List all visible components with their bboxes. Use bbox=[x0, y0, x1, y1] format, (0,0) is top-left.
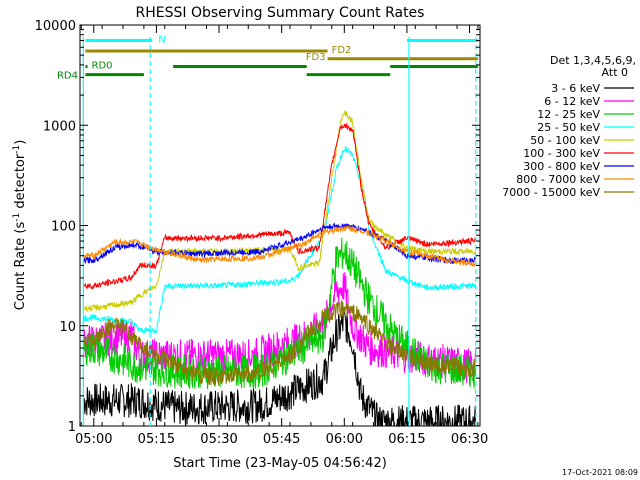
legend-label: 50 - 100 keV bbox=[530, 134, 600, 147]
legend-label: 300 - 800 keV bbox=[523, 160, 600, 173]
series-line bbox=[83, 237, 477, 390]
y-tick-label: 10000 bbox=[35, 19, 76, 34]
x-tick-label: 05:15 bbox=[138, 432, 175, 447]
ylabel-sup-2: -1 bbox=[12, 145, 22, 154]
series-800-7000-kev bbox=[83, 225, 476, 267]
x-tick-label: 06:30 bbox=[451, 432, 488, 447]
series-100-300-kev bbox=[83, 121, 477, 290]
legend-item: 7000 - 15000 keV bbox=[502, 186, 634, 199]
series-3-6-kev bbox=[83, 309, 477, 428]
ylabel-part-2: detector bbox=[13, 153, 28, 213]
chart-title: RHESSI Observing Summary Count Rates bbox=[136, 5, 425, 21]
attenuator-label-rd4: RD4 bbox=[57, 71, 78, 82]
legend-label: 7000 - 15000 keV bbox=[502, 186, 600, 199]
y-axis-label: Count Rate (s-1 detector-1) bbox=[12, 140, 28, 311]
y-axis: 1 10 100 1000 10000 bbox=[35, 19, 480, 435]
series-6-12-kev bbox=[83, 272, 477, 383]
x-tick-label: 06:15 bbox=[388, 432, 425, 447]
legend-label: 6 - 12 keV bbox=[544, 95, 600, 108]
series-line bbox=[83, 309, 477, 428]
ylabel-part-3: ) bbox=[13, 140, 28, 145]
attenuator-bars: N FD2 FD3 RD0 RD4 bbox=[57, 35, 478, 82]
x-tick-label: 05:45 bbox=[263, 432, 300, 447]
legend-item: 12 - 25 keV bbox=[537, 108, 634, 121]
legend-label: 100 - 300 keV bbox=[523, 147, 600, 160]
legend-item: 300 - 800 keV bbox=[523, 160, 634, 173]
series-25-50-kev bbox=[83, 146, 477, 334]
legend-label: 3 - 6 keV bbox=[551, 82, 600, 95]
x-tick-label: 05:30 bbox=[200, 432, 237, 447]
attenuator-label-fd2: FD2 bbox=[332, 45, 352, 56]
x-tick-label: 05:00 bbox=[75, 432, 112, 447]
ylabel-sup-1: -1 bbox=[12, 213, 22, 222]
y-tick-label: 10 bbox=[59, 320, 76, 335]
series-line bbox=[83, 272, 477, 383]
legend-item: 800 - 7000 keV bbox=[516, 173, 634, 186]
legend-header-line2: Att 0 bbox=[602, 66, 628, 79]
attenuator-label-rd0: RD0 bbox=[92, 61, 113, 72]
legend-label: 12 - 25 keV bbox=[537, 108, 600, 121]
series-layer bbox=[83, 109, 477, 428]
legend-label: 800 - 7000 keV bbox=[516, 173, 600, 186]
legend-item: 25 - 50 keV bbox=[537, 121, 634, 134]
series-line bbox=[83, 146, 477, 334]
series-line bbox=[83, 300, 477, 387]
legend-header-line1: Det 1,3,4,5,6,9, bbox=[550, 54, 636, 67]
attenuator-label-fd3: FD3 bbox=[306, 52, 326, 63]
series-line bbox=[83, 225, 476, 267]
x-tick-label: 06:00 bbox=[326, 432, 363, 447]
x-axis: 05:00 05:15 05:30 05:45 06:00 06:15 06:30 bbox=[75, 25, 488, 447]
ylabel-part-1: Count Rate (s bbox=[13, 222, 28, 311]
series-line bbox=[83, 109, 477, 313]
legend-item: 50 - 100 keV bbox=[530, 134, 634, 147]
legend-item: 6 - 12 keV bbox=[544, 95, 634, 108]
series-50-100-kev bbox=[83, 109, 477, 313]
legend-item: 3 - 6 keV bbox=[551, 82, 634, 95]
y-tick-label: 1000 bbox=[43, 119, 76, 134]
footer-timestamp: 17-Oct-2021 08:09 bbox=[562, 468, 638, 477]
series-12-25-kev bbox=[83, 237, 477, 390]
x-axis-label: Start Time (23-May-05 04:56:42) bbox=[173, 456, 387, 471]
legend-item: 100 - 300 keV bbox=[523, 147, 634, 160]
series-7000-15000-kev bbox=[83, 300, 477, 387]
y-tick-label: 100 bbox=[51, 220, 76, 235]
legend-label: 25 - 50 keV bbox=[537, 121, 600, 134]
y-tick-label: 1 bbox=[68, 420, 76, 435]
attenuator-label-n: N bbox=[158, 35, 165, 46]
series-line bbox=[83, 121, 477, 290]
plot-area: N FD2 FD3 RD0 RD4 bbox=[57, 24, 481, 428]
vertical-markers bbox=[82, 37, 477, 426]
